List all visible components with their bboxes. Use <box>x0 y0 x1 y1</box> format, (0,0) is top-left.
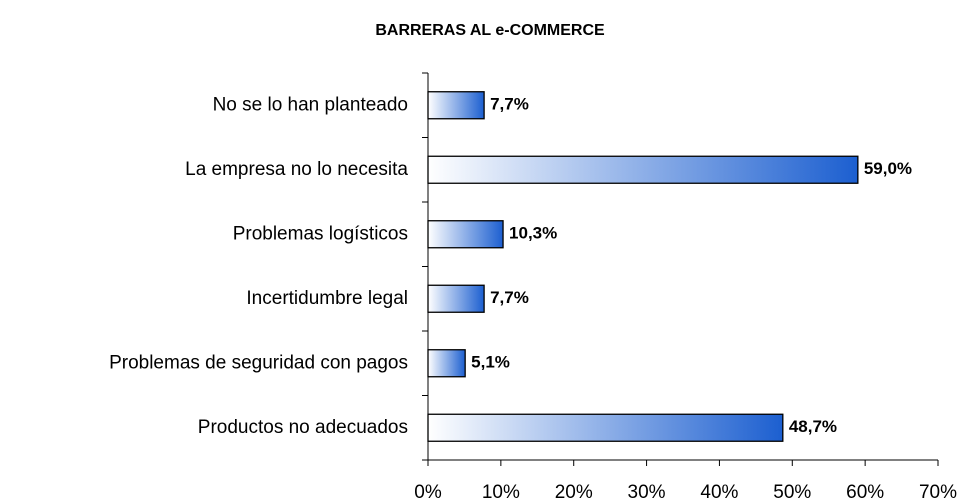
bar <box>427 284 485 313</box>
x-tick-label: 50% <box>773 482 811 502</box>
x-tick-label: 70% <box>919 482 957 502</box>
chart-title: BARRERAS AL e-COMMERCE <box>375 22 605 39</box>
y-tick-label: Productos no adecuados <box>198 417 408 438</box>
y-tick-label: Incertidumbre legal <box>246 288 408 309</box>
x-tick-label: 0% <box>414 482 442 502</box>
value-label: 10,3% <box>509 224 557 243</box>
y-tick-label: Problemas logísticos <box>233 223 408 244</box>
x-tick-label: 10% <box>482 482 520 502</box>
value-label: 48,7% <box>789 417 837 436</box>
x-tick-label: 20% <box>555 482 593 502</box>
bar <box>427 91 485 120</box>
value-label: 59,0% <box>864 159 912 178</box>
x-tick-label: 40% <box>700 482 738 502</box>
bar <box>427 155 859 184</box>
y-tick-label: Problemas de seguridad con pagos <box>109 352 408 373</box>
bar <box>427 413 784 442</box>
value-label: 7,7% <box>490 288 529 307</box>
value-label: 5,1% <box>471 353 510 372</box>
bar <box>427 349 466 378</box>
y-tick-label: La empresa no lo necesita <box>185 159 408 180</box>
value-label: 7,7% <box>490 95 529 114</box>
x-tick-label: 30% <box>628 482 666 502</box>
bar <box>427 220 504 249</box>
x-tick-label: 60% <box>846 482 884 502</box>
y-tick-label: No se lo han planteado <box>213 94 408 115</box>
